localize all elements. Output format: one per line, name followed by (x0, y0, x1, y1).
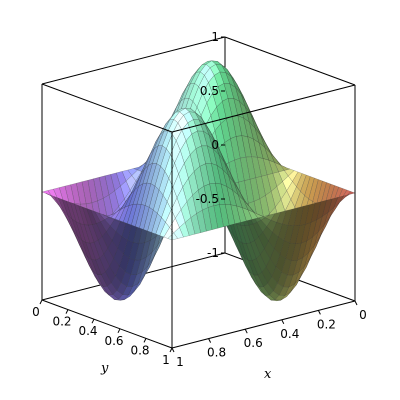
box-edge (224, 36, 356, 86)
y-tick-mark (143, 338, 147, 343)
x-tick-label: 1 (176, 355, 184, 369)
box-edge (41, 83, 173, 133)
bounding-box-front (41, 36, 356, 349)
x-tick-label: 0.2 (317, 317, 336, 331)
x-tick-label: 0 (359, 308, 367, 322)
y-tick-label: 0.8 (130, 343, 149, 357)
x-tick-mark (208, 338, 212, 343)
x-tick-mark (317, 310, 321, 315)
box-edge (171, 84, 356, 133)
y-tick-mark (169, 347, 173, 353)
z-tick-label: -1 (207, 246, 219, 260)
box-edge (41, 299, 173, 349)
y-tick-mark (65, 309, 69, 314)
y-tick-mark (39, 299, 43, 305)
box-edge (171, 300, 356, 349)
x-tick-mark (354, 300, 358, 306)
z-tick-label: -0.5 (196, 192, 219, 206)
x-axis-label: x (264, 367, 272, 382)
x-tick-label: 0.6 (244, 336, 263, 350)
z-tick-label: 0.5 (200, 84, 219, 98)
z-tick-label: 0 (211, 138, 219, 152)
x-tick-label: 0.4 (280, 327, 299, 341)
y-tick-label: 0.2 (52, 315, 71, 329)
tick-labels: 1 0.5 0 -0.5 -1 0 0.2 0.4 0.6 0.8 1 0 0.2 0.4 0.6 0.8 1 (32, 30, 367, 369)
x-tick-mark (244, 328, 248, 334)
x-tick-mark (281, 319, 285, 325)
x-tick-mark (171, 347, 175, 353)
y-tick-mark (91, 318, 95, 324)
y-axis-label: y (100, 361, 109, 376)
x-tick-label: 0.8 (207, 346, 226, 360)
y-tick-label: 0.4 (78, 324, 97, 338)
y-tick-label: 0 (32, 305, 40, 319)
y-tick-mark (117, 328, 121, 334)
z-tick-label: 1 (211, 30, 219, 44)
y-tick-label: 0.6 (104, 334, 123, 348)
box-edge (41, 36, 226, 85)
y-tick-label: 1 (162, 353, 170, 367)
